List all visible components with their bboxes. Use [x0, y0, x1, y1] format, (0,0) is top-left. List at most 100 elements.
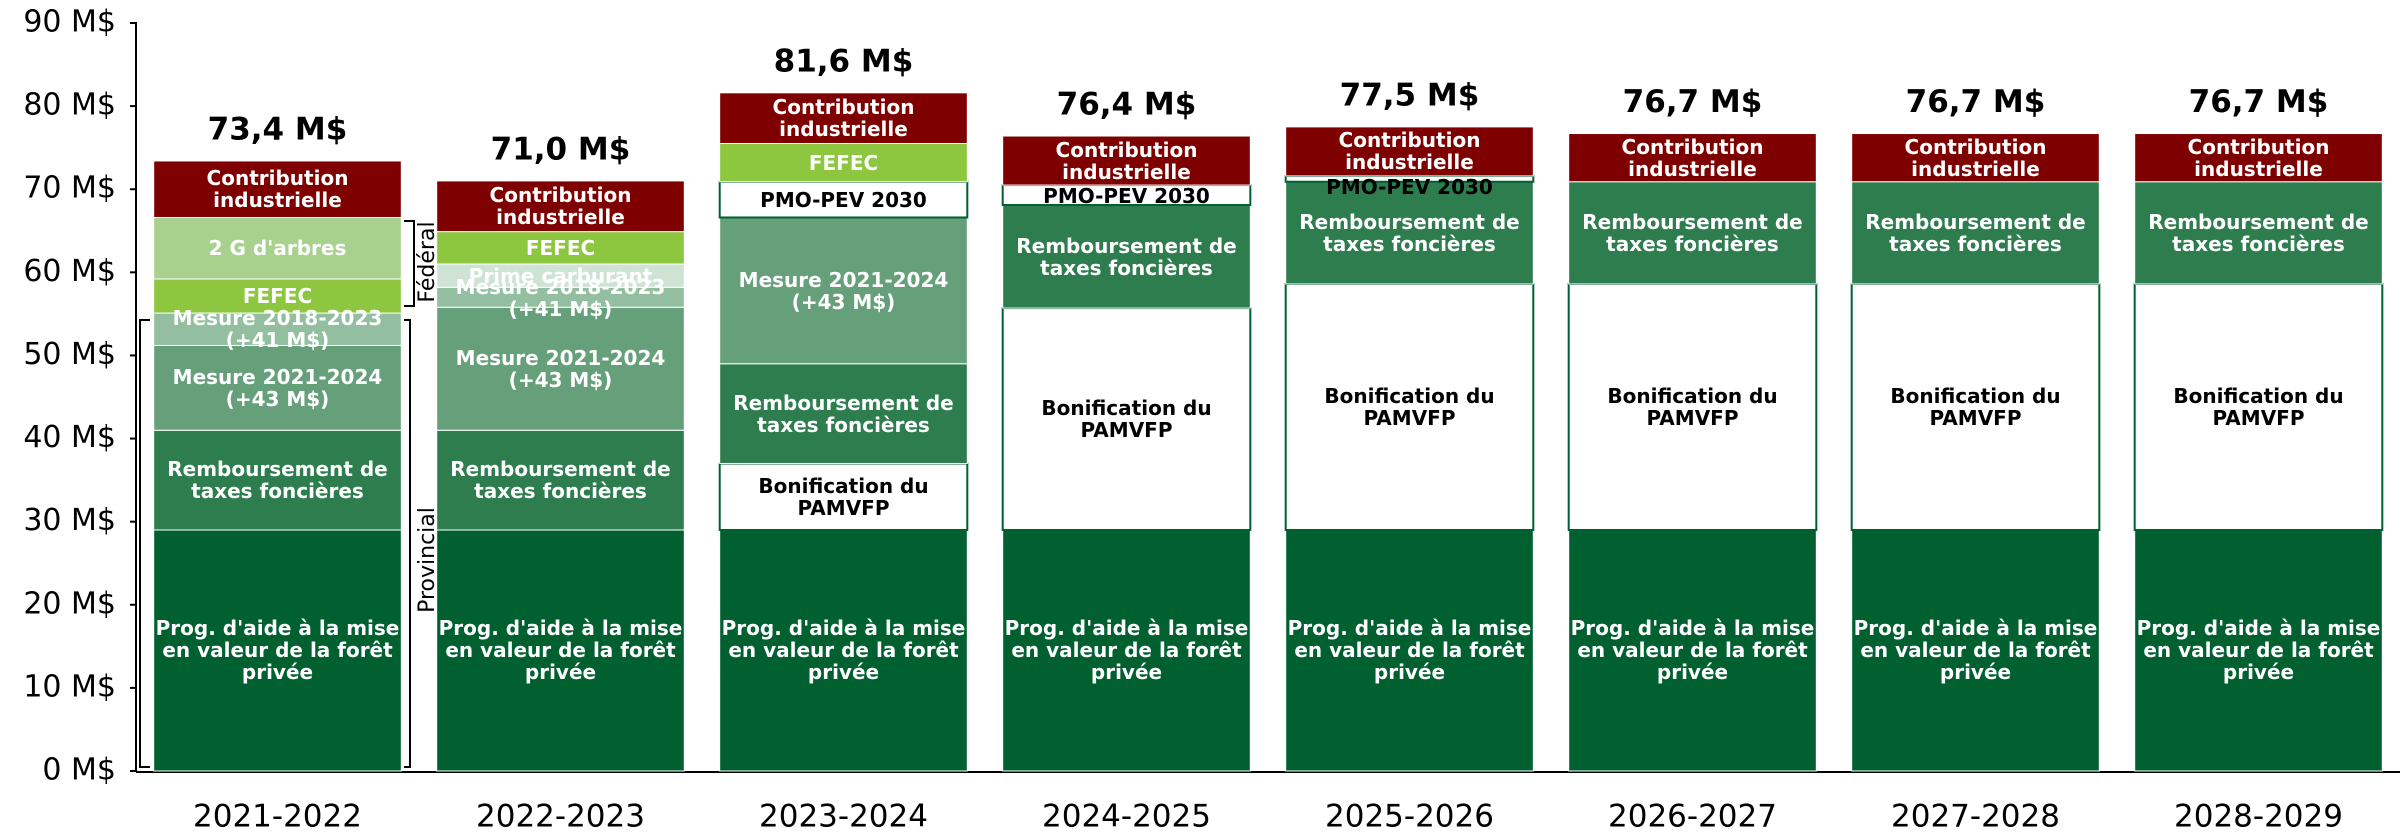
- segment-label: Remboursement de taxes foncières: [733, 390, 954, 437]
- segment-label: Bonification du PAMVFP: [2173, 383, 2344, 430]
- y-tick-label: 0 M$: [42, 753, 116, 788]
- bar-segment: [719, 216, 968, 365]
- segment-label-box: Contribution industrielle: [1055, 137, 1198, 184]
- segment-label: Contribution industrielle: [2187, 134, 2330, 181]
- segment-label: FEFEC: [525, 235, 596, 260]
- provincial-bracket-right: [404, 319, 411, 768]
- segment-label: FEFEC: [242, 284, 313, 308]
- y-tick-label: 10 M$: [23, 669, 116, 704]
- y-tick-label: 20 M$: [23, 586, 116, 621]
- total-label: 76,4 M$: [1057, 87, 1197, 123]
- bar-segment: [2134, 529, 2383, 772]
- bar-segment: [153, 529, 402, 772]
- segment-label: Prog. d'aide à la mise en valeur de la f…: [2136, 616, 2381, 685]
- segment-label: 2 G d'arbres: [208, 236, 347, 261]
- x-tick-label: 2026-2027: [1608, 799, 1777, 833]
- segment-label: Contribution industrielle: [1055, 137, 1198, 184]
- segment-label: PMO-PEV 2030: [1043, 184, 1210, 209]
- bar-segment: [153, 278, 402, 314]
- bar-segment: [1002, 529, 1251, 772]
- segment-label-box: Contribution industrielle: [1904, 134, 2047, 181]
- bar-segment: [1285, 529, 1534, 772]
- bar-segment: [1851, 529, 2100, 772]
- segment-label-box: Prog. d'aide à la mise en valeur de la f…: [156, 617, 400, 683]
- bar-segment: [719, 92, 968, 145]
- segment-label-box: PMO-PEV 2030: [760, 189, 927, 211]
- segment-label: Prog. d'aide à la mise en valeur de la f…: [1570, 616, 1815, 685]
- segment-label: Contribution industrielle: [1904, 134, 2047, 181]
- segment-label: Remboursement de taxes foncières: [1582, 209, 1803, 256]
- segment-label-box: Remboursement de taxes foncières: [1582, 209, 1803, 256]
- y-tick-label: 50 M$: [23, 337, 116, 372]
- segment-label-box: Mesure 2018-2023 (+41 M$): [455, 275, 666, 320]
- bar-segment: [436, 180, 685, 233]
- segment-label-box: Bonification du PAMVFP: [2173, 383, 2344, 430]
- segment-label: Prime carburant: [468, 263, 653, 288]
- segment-label: Mesure 2018-2023 (+41 M$): [455, 275, 666, 320]
- x-tick-label: 2024-2025: [1042, 799, 1211, 833]
- segment-label: Bonification du PAMVFP: [758, 473, 929, 520]
- segment-label: Prog. d'aide à la mise en valeur de la f…: [438, 616, 683, 685]
- bar-segment: [2134, 133, 2383, 183]
- segment-label-box: Contribution industrielle: [1622, 136, 1764, 180]
- bar-segment: [153, 344, 402, 431]
- provincial-bracket-left: [139, 319, 150, 768]
- x-tick-label: 2025-2026: [1325, 799, 1494, 833]
- segment-label: Prog. d'aide à la mise en valeur de la f…: [1004, 616, 1249, 685]
- y-tick-label: 80 M$: [23, 88, 116, 123]
- bar-segment: [1568, 529, 1817, 772]
- segment-label-box: Bonification du PAMVFP: [1890, 385, 2060, 429]
- annotation: Fédéral: [415, 221, 440, 302]
- bar-segment: [718, 462, 969, 531]
- total-label: 76,7 M$: [2189, 84, 2329, 120]
- bar-segment: [1851, 181, 2100, 285]
- total-label: 77,5 M$: [1340, 77, 1480, 113]
- segment-label-box: PMO-PEV 2030: [1326, 176, 1493, 198]
- segment-label-box: Prog. d'aide à la mise en valeur de la f…: [1570, 616, 1815, 685]
- segment-label: Contribution industrielle: [1338, 128, 1481, 175]
- segment-label: Contribution industrielle: [772, 95, 915, 142]
- bar-segment: [1568, 133, 1817, 183]
- bar-segment: [1002, 204, 1251, 309]
- segment-label-box: Contribution industrielle: [1338, 128, 1481, 175]
- bar-segment: [436, 429, 685, 531]
- bar-segment: [1851, 133, 2100, 183]
- segment-label-box: Bonification du PAMVFP: [1041, 396, 1212, 443]
- bar-segment: [1568, 181, 1817, 285]
- segment-label-box: Mesure 2018-2023 (+41 M$): [173, 307, 383, 351]
- segment-label-box: FEFEC: [242, 284, 313, 308]
- y-tick-label: 60 M$: [23, 254, 116, 289]
- segment-label: Remboursement de taxes foncières: [450, 457, 671, 504]
- bar-segment: [1567, 282, 1818, 531]
- segment-label-box: Bonification du PAMVFP: [758, 473, 929, 520]
- x-tick-label: 2021-2022: [193, 799, 362, 833]
- segment-label: FEFEC: [808, 150, 879, 175]
- segment-label: Prog. d'aide à la mise en valeur de la f…: [1287, 616, 1532, 685]
- bar-segment: [1001, 307, 1252, 531]
- segment-label-box: Remboursement de taxes foncières: [1865, 211, 2085, 255]
- bar-segment: [153, 160, 402, 218]
- y-tick-label: 70 M$: [23, 171, 116, 206]
- total-label: 71,0 M$: [491, 131, 631, 167]
- segment-label: Bonification du PAMVFP: [1041, 396, 1212, 443]
- segment-label-box: Prog. d'aide à la mise en valeur de la f…: [1853, 616, 2098, 685]
- bar-segment: [153, 216, 402, 280]
- bar-segment: [436, 306, 685, 431]
- y-tick-label: 40 M$: [23, 420, 116, 455]
- segment-label-box: Mesure 2021-2024 (+43 M$): [739, 269, 949, 313]
- segment-label-box: Remboursement de taxes foncières: [1016, 235, 1236, 279]
- bar-segment: [153, 429, 402, 531]
- bar-segment: [1285, 126, 1534, 177]
- segment-label-box: Contribution industrielle: [772, 95, 915, 142]
- y-tick-label: 90 M$: [23, 5, 116, 40]
- segment-label: Prog. d'aide à la mise en valeur de la f…: [1853, 616, 2098, 685]
- segment-label: Mesure 2021-2024 (+43 M$): [455, 345, 666, 392]
- segment-label: Prog. d'aide à la mise en valeur de la f…: [721, 616, 966, 685]
- segment-label: Bonification du PAMVFP: [1607, 383, 1778, 430]
- segment-label: Remboursement de taxes foncières: [1299, 209, 1520, 256]
- total-label: 73,4 M$: [208, 111, 348, 147]
- total-label: 76,7 M$: [1906, 84, 2046, 120]
- segment-label-box: Prog. d'aide à la mise en valeur de la f…: [1004, 616, 1249, 685]
- segment-label-box: PMO-PEV 2030: [1043, 184, 1210, 209]
